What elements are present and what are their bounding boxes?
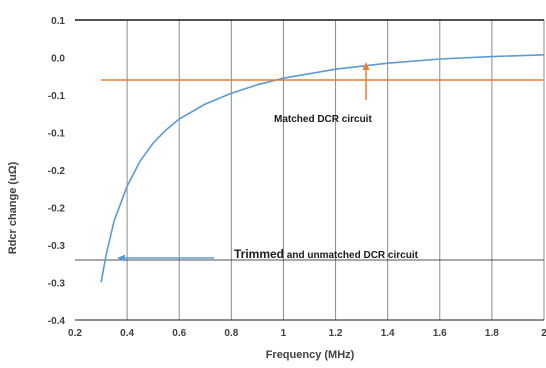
trimmed-annotation: Trimmed and unmatched DCR circuit	[234, 247, 419, 261]
trimmed-arrow-head	[117, 254, 125, 262]
y-tick-label: -0.4	[48, 316, 66, 327]
x-tick-label: 0.6	[172, 328, 186, 339]
y-tick-label: 0.0	[51, 54, 65, 65]
x-tick-label: 1.6	[433, 328, 447, 339]
x-tick-label: 1.2	[329, 328, 343, 339]
y-tick-label: -0.3	[48, 279, 66, 290]
reference-lines	[75, 19, 544, 321]
trimmed-annotation-bold: Trimmed	[234, 247, 284, 261]
y-tick-label: -0.3	[48, 241, 66, 252]
x-tick-label: 2	[541, 328, 546, 339]
trimmed-annotation-rest: and unmatched DCR circuit	[284, 250, 419, 261]
x-tick-label: 1	[281, 328, 287, 339]
tick-labels: 0.2 0.4 0.6 0.8 1 1.2 1.4 1.6 1.8 2 0.1 0.0 -0.1 -0.1…	[48, 16, 546, 339]
x-tick-label: 0.8	[224, 328, 238, 339]
trimmed-unmatched-curve	[100, 54, 545, 283]
x-tick-label: 0.4	[120, 328, 134, 339]
x-tick-label: 1.4	[381, 328, 395, 339]
y-tick-label: -0.2	[48, 166, 66, 177]
matched-arrow-head	[362, 62, 370, 70]
x-tick-label: 1.8	[485, 328, 499, 339]
x-axis-title: Frequency (MHz)	[266, 349, 355, 361]
y-tick-label: -0.1	[48, 91, 66, 102]
y-axis-title: Rdcr change (uΩ)	[7, 161, 19, 254]
y-tick-label: -0.1	[48, 129, 66, 140]
x-tick-label: 0.2	[68, 328, 82, 339]
y-tick-label: -0.2	[48, 204, 66, 215]
matched-annotation: Matched DCR circuit	[274, 114, 372, 125]
y-tick-label: 0.1	[51, 16, 65, 27]
series-group	[100, 54, 545, 283]
